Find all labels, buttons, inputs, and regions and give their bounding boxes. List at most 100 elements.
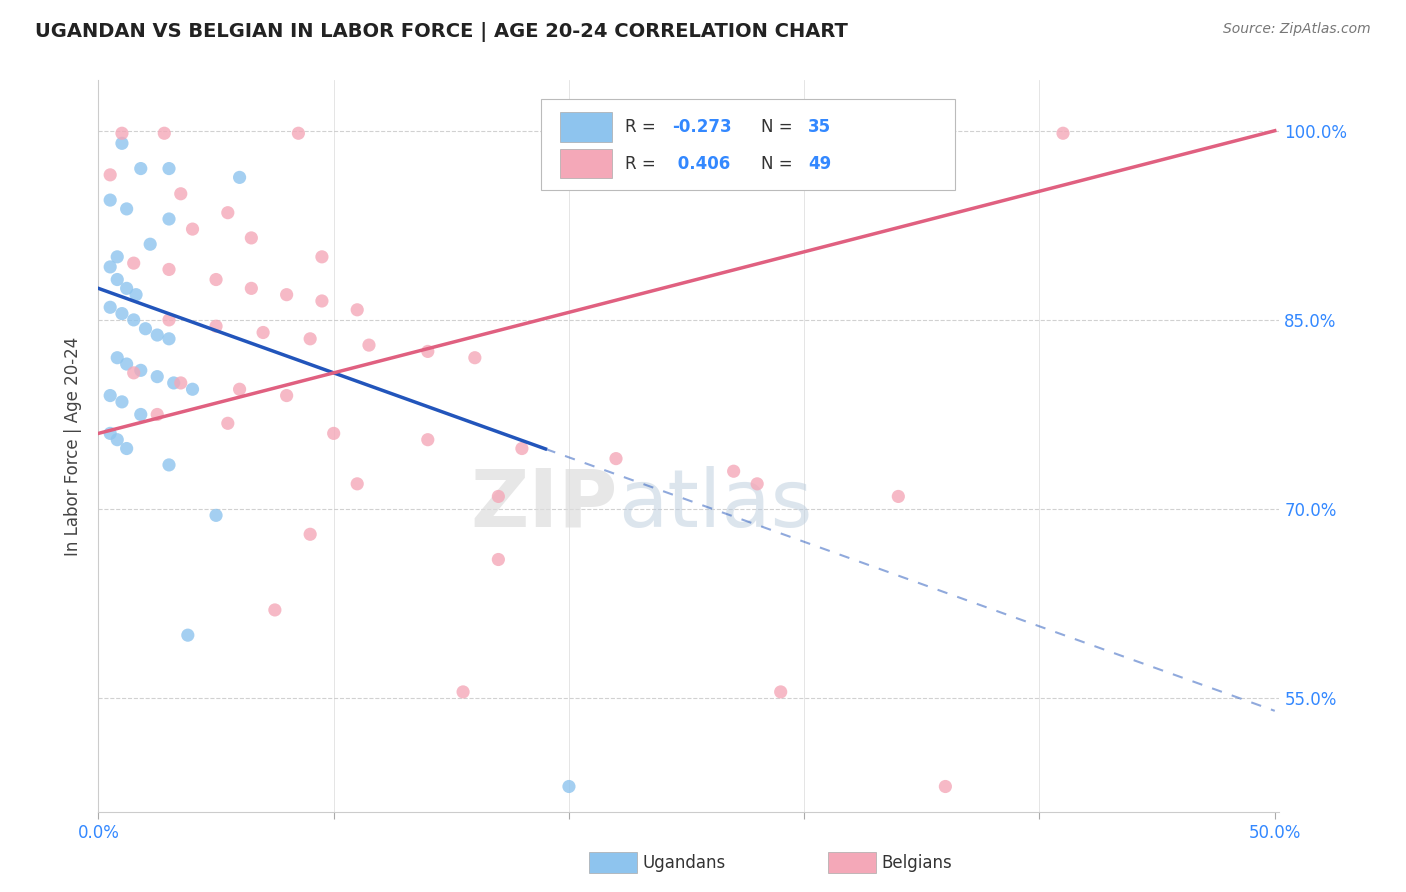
Point [129, 408, 152, 422]
Point [276, 287, 298, 301]
Point [1052, 126, 1074, 140]
Point [146, 408, 169, 422]
Text: R =: R = [626, 154, 661, 173]
Text: 49: 49 [808, 154, 831, 173]
Point [252, 326, 274, 340]
Point [157, 262, 180, 277]
Point [105, 250, 128, 264]
Point [510, 442, 533, 456]
Point [122, 366, 145, 380]
Point [181, 382, 204, 396]
Point [322, 426, 344, 441]
Point [228, 170, 250, 185]
Text: Source: ZipAtlas.com: Source: ZipAtlas.com [1223, 22, 1371, 37]
Point [153, 126, 176, 140]
Point [157, 458, 180, 472]
Point [115, 202, 138, 216]
Point [98, 300, 121, 314]
Point [228, 382, 250, 396]
Point [605, 451, 627, 466]
Point [217, 205, 239, 219]
Point [157, 161, 180, 176]
Point [263, 603, 285, 617]
Point [98, 168, 121, 182]
Point [98, 426, 121, 441]
Point [346, 476, 368, 491]
Text: 35: 35 [808, 118, 831, 136]
Point [105, 351, 128, 365]
Point [125, 287, 148, 301]
Point [346, 302, 368, 317]
Point [139, 237, 162, 252]
Point [747, 476, 769, 491]
Text: 0.406: 0.406 [672, 154, 731, 173]
Point [129, 161, 152, 176]
FancyBboxPatch shape [560, 149, 612, 178]
Point [134, 322, 156, 336]
Text: ZIP: ZIP [471, 466, 619, 543]
Point [157, 332, 180, 346]
Point [887, 490, 910, 504]
Point [486, 490, 509, 504]
Point [98, 388, 121, 402]
Point [122, 256, 145, 270]
Point [115, 357, 138, 371]
Point [105, 433, 128, 447]
Point [299, 332, 322, 346]
Point [934, 780, 956, 794]
Point [111, 126, 134, 140]
Point [205, 272, 228, 286]
Point [170, 186, 193, 201]
Text: -0.273: -0.273 [672, 118, 733, 136]
Text: atlas: atlas [619, 466, 813, 543]
Point [416, 433, 439, 447]
FancyBboxPatch shape [560, 112, 612, 142]
Point [98, 260, 121, 274]
Point [111, 395, 134, 409]
Point [240, 281, 263, 295]
Point [311, 250, 333, 264]
Point [111, 307, 134, 321]
Point [287, 126, 309, 140]
Point [122, 313, 145, 327]
Point [98, 193, 121, 207]
Point [558, 126, 581, 140]
Point [769, 685, 792, 699]
Point [157, 212, 180, 227]
Point [115, 281, 138, 295]
Point [486, 552, 509, 566]
Y-axis label: In Labor Force | Age 20-24: In Labor Force | Age 20-24 [65, 336, 83, 556]
Point [311, 293, 333, 308]
Point [723, 464, 745, 478]
Text: UGANDAN VS BELGIAN IN LABOR FORCE | AGE 20-24 CORRELATION CHART: UGANDAN VS BELGIAN IN LABOR FORCE | AGE … [35, 22, 848, 42]
Point [217, 417, 239, 431]
Text: Belgians: Belgians [882, 854, 952, 871]
Point [416, 344, 439, 359]
Text: N =: N = [761, 118, 797, 136]
Point [146, 369, 169, 384]
Point [181, 222, 204, 236]
Text: Ugandans: Ugandans [643, 854, 725, 871]
Point [129, 363, 152, 377]
Point [157, 313, 180, 327]
Point [887, 126, 910, 140]
Point [205, 319, 228, 334]
Point [464, 351, 486, 365]
Point [558, 780, 581, 794]
Text: R =: R = [626, 118, 661, 136]
FancyBboxPatch shape [541, 99, 955, 190]
Point [111, 136, 134, 151]
Point [163, 376, 186, 390]
Point [276, 388, 298, 402]
Point [357, 338, 380, 352]
Point [240, 231, 263, 245]
Text: N =: N = [761, 154, 797, 173]
Point [177, 628, 200, 642]
Point [205, 508, 228, 523]
Point [146, 328, 169, 343]
Point [299, 527, 322, 541]
Point [451, 685, 474, 699]
Point [115, 442, 138, 456]
Point [170, 376, 193, 390]
Point [105, 272, 128, 286]
